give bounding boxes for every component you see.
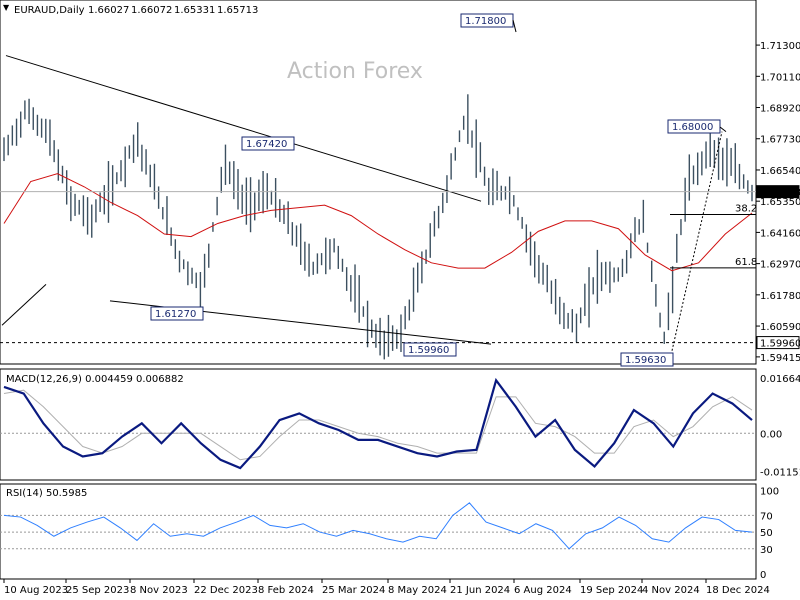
price-annotation-box [150, 306, 204, 321]
x-tick-label: 25 Mar 2024 [322, 585, 385, 596]
x-tick-label: 4 Nov 2024 [642, 585, 700, 596]
x-tick-label: 8 Feb 2024 [258, 585, 314, 596]
y-tick-label: 1.61780 [760, 291, 800, 302]
y-tick-label: 1.59415 [760, 353, 800, 364]
y-axis-labels: 1.71300 1.70110 1.68920 1.67730 1.66540 1.653… [756, 41, 800, 581]
x-tick-label: 8 May 2024 [388, 585, 447, 596]
collapse-arrow-icon[interactable]: ▼ [3, 3, 10, 12]
annotation-leader [512, 19, 517, 33]
price-annotation-box [241, 136, 295, 151]
x-tick-label: 21 Jun 2024 [450, 585, 510, 596]
rsi-title: RSI(14) 50.5985 [6, 488, 87, 499]
ohlc-high: 1.66072 [131, 5, 172, 16]
macd-main-line [3, 377, 753, 470]
y-tick-label: 1.66540 [760, 166, 800, 177]
y-tick-label: 1.62970 [760, 260, 800, 271]
rsi-y-tick-label: 0 [760, 570, 766, 581]
rsi-y-tick-label: 100 [760, 486, 779, 497]
fib-level-label: 61.8 [735, 257, 757, 268]
price-level-box [756, 336, 800, 350]
x-tick-label: 8 Nov 2023 [130, 585, 188, 596]
fib-dotted-line [671, 131, 723, 351]
price-level-label: 1.59960 [760, 339, 800, 350]
macd-y-tick-label: -0.011515 [760, 467, 800, 478]
x-tick-label: 6 Aug 2024 [514, 585, 572, 596]
x-tick-label: 25 Sep 2023 [66, 585, 129, 596]
rsi-line [3, 502, 753, 550]
rsi-y-tick-label: 30 [760, 545, 773, 556]
price-annotation-box [667, 119, 721, 134]
watermark: Action Forex [287, 59, 423, 84]
macd-y-tick-label: 0.00 [760, 429, 782, 440]
y-tick-label: 1.71300 [760, 41, 800, 52]
left-trendline [1, 283, 47, 326]
price-level-label: 1.65713 [760, 188, 800, 199]
price-annotation: 1.71800 [465, 16, 506, 27]
y-tick-label: 1.70110 [760, 72, 800, 83]
fib-level-label: 38.2 [735, 204, 757, 215]
price-annotation: 1.59960 [408, 345, 449, 356]
y-tick-label: 1.68920 [760, 104, 800, 115]
macd-title: MACD(12,26,9) 0.004459 0.006882 [6, 374, 184, 385]
macd-y-tick-label: 0.01664 [760, 374, 800, 385]
rsi-plot [0, 502, 756, 550]
rsi-y-tick-label: 50 [760, 528, 773, 539]
price-annotation: 1.67420 [246, 139, 287, 150]
price-annotation: 1.61270 [155, 309, 196, 320]
price-annotation: 1.59630 [625, 355, 666, 366]
price-plot: 38.2 61.8 1.71800 1.67420 1.61270 1.59960 1.68… [0, 13, 757, 367]
y-tick-label: 1.67730 [760, 135, 800, 146]
price-level-box [756, 185, 800, 199]
y-tick-label: 1.64160 [760, 228, 800, 239]
rsi-panel [0, 483, 757, 580]
upper-trendline [5, 55, 482, 202]
y-tick-label: 1.65350 [760, 197, 800, 208]
x-tick-label: 19 Sep 2024 [580, 585, 643, 596]
moving-average-line [3, 173, 753, 272]
macd-panel [0, 368, 757, 481]
y-tick-label: 1.60590 [760, 322, 800, 333]
ohlc-close: 1.65713 [217, 5, 258, 16]
annotation-leader [719, 126, 727, 133]
rsi-y-tick-label: 70 [760, 511, 773, 522]
macd-plot [0, 377, 756, 470]
price-panel [0, 0, 757, 365]
macd-signal-line [3, 389, 753, 461]
price-annotation: 1.68000 [672, 122, 713, 133]
price-annotation-box [403, 342, 457, 357]
symbol-label: EURAUD,Daily [14, 5, 85, 16]
x-tick-label: 10 Aug 2023 [4, 585, 68, 596]
x-tick-label: 18 Dec 2024 [706, 585, 770, 596]
ohlc-low: 1.65331 [174, 5, 215, 16]
x-tick-label: 22 Dec 2023 [194, 585, 258, 596]
price-annotation-box [620, 352, 674, 367]
ohlc-open: 1.66027 [88, 5, 129, 16]
